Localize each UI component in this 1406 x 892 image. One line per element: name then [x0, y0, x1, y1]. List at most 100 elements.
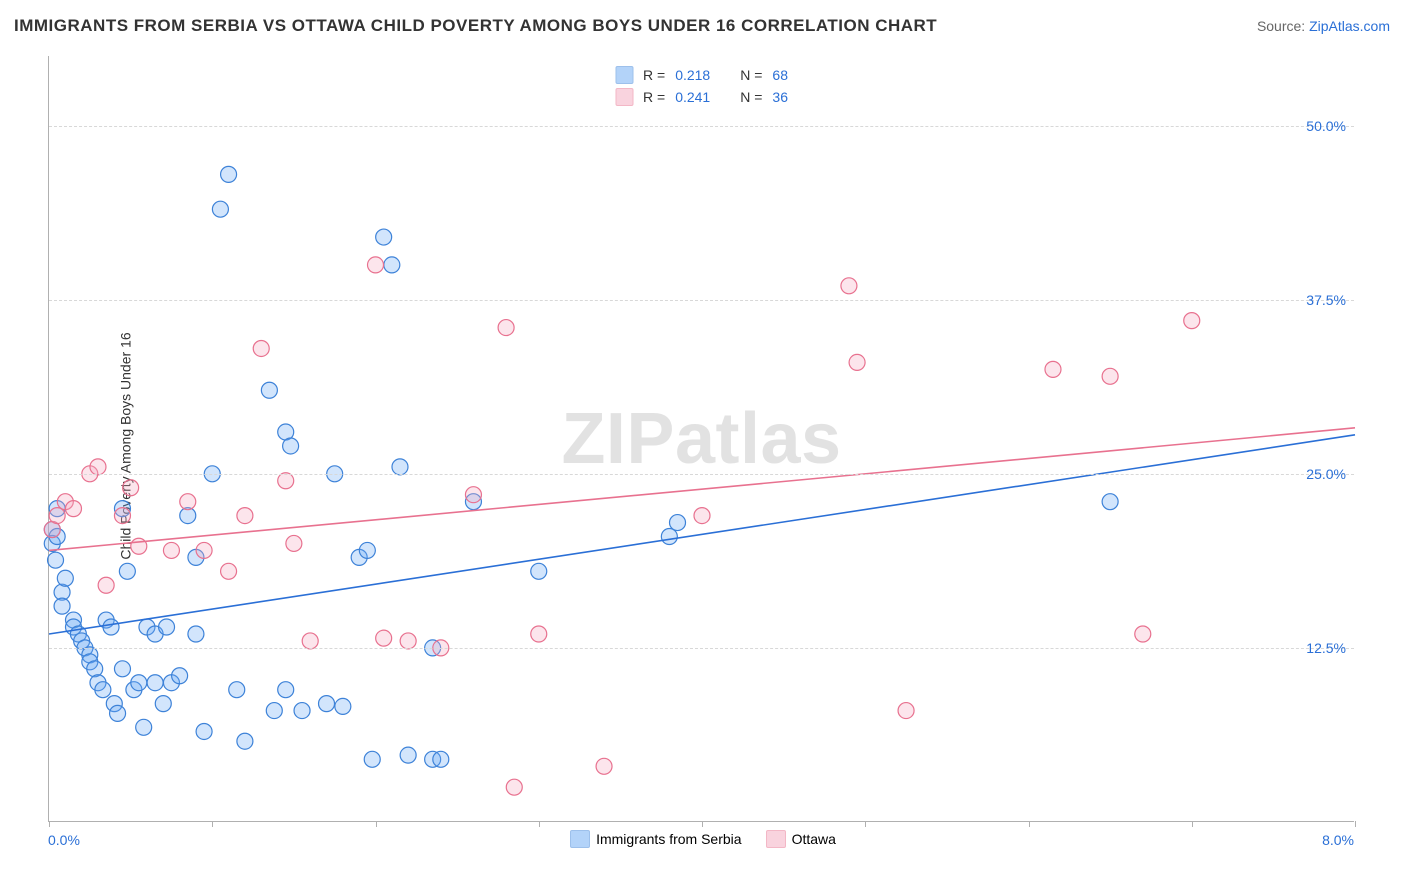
- data-point-ottawa: [1184, 313, 1200, 329]
- data-point-serbia: [48, 552, 64, 568]
- x-tick-mark: [1192, 821, 1193, 827]
- data-point-serbia: [119, 563, 135, 579]
- data-point-ottawa: [278, 473, 294, 489]
- data-point-serbia: [110, 705, 126, 721]
- x-tick-mark: [539, 821, 540, 827]
- swatch-icon: [570, 830, 590, 848]
- legend-item-ottawa: Ottawa: [766, 830, 836, 848]
- data-point-serbia: [114, 661, 130, 677]
- gridline: [49, 126, 1354, 127]
- data-point-ottawa: [253, 340, 269, 356]
- regression-line-ottawa: [49, 428, 1355, 551]
- data-point-ottawa: [506, 779, 522, 795]
- data-point-serbia: [261, 382, 277, 398]
- data-point-ottawa: [286, 535, 302, 551]
- data-point-serbia: [294, 703, 310, 719]
- data-point-ottawa: [1045, 361, 1061, 377]
- data-point-serbia: [531, 563, 547, 579]
- data-point-serbia: [95, 682, 111, 698]
- data-point-serbia: [229, 682, 245, 698]
- data-point-serbia: [335, 698, 351, 714]
- y-tick-label: 12.5%: [1306, 640, 1346, 656]
- data-point-serbia: [283, 438, 299, 454]
- data-point-serbia: [266, 703, 282, 719]
- data-point-ottawa: [114, 508, 130, 524]
- data-point-ottawa: [196, 542, 212, 558]
- data-point-ottawa: [49, 508, 65, 524]
- data-point-ottawa: [898, 703, 914, 719]
- data-point-ottawa: [596, 758, 612, 774]
- data-point-ottawa: [841, 278, 857, 294]
- data-point-serbia: [87, 661, 103, 677]
- plot-area: ZIPatlas R = 0.218N = 68R = 0.241N = 36 …: [48, 56, 1354, 822]
- gridline: [49, 474, 1354, 475]
- data-point-serbia: [384, 257, 400, 273]
- gridline: [49, 300, 1354, 301]
- x-tick-mark: [212, 821, 213, 827]
- data-point-ottawa: [1135, 626, 1151, 642]
- data-point-serbia: [1102, 494, 1118, 510]
- data-point-ottawa: [98, 577, 114, 593]
- y-tick-label: 50.0%: [1306, 118, 1346, 134]
- source-prefix: Source:: [1257, 18, 1309, 34]
- gridline: [49, 648, 1354, 649]
- data-point-serbia: [155, 696, 171, 712]
- y-tick-label: 37.5%: [1306, 292, 1346, 308]
- x-tick-mark: [49, 821, 50, 827]
- data-point-serbia: [661, 528, 677, 544]
- data-point-serbia: [237, 733, 253, 749]
- source-attribution: Source: ZipAtlas.com: [1257, 18, 1390, 34]
- data-point-serbia: [54, 598, 70, 614]
- chart-svg: [49, 56, 1354, 821]
- data-point-serbia: [400, 747, 416, 763]
- legend-label: Ottawa: [792, 831, 836, 847]
- data-point-ottawa: [163, 542, 179, 558]
- data-point-serbia: [212, 201, 228, 217]
- data-point-serbia: [136, 719, 152, 735]
- data-point-ottawa: [400, 633, 416, 649]
- data-point-serbia: [433, 751, 449, 767]
- swatch-icon: [766, 830, 786, 848]
- data-point-ottawa: [1102, 368, 1118, 384]
- x-tick-mark: [1029, 821, 1030, 827]
- data-point-ottawa: [302, 633, 318, 649]
- data-point-serbia: [319, 696, 335, 712]
- x-tick-mark: [865, 821, 866, 827]
- chart-title: IMMIGRANTS FROM SERBIA VS OTTAWA CHILD P…: [14, 16, 937, 36]
- data-point-ottawa: [465, 487, 481, 503]
- data-point-serbia: [159, 619, 175, 635]
- legend-label: Immigrants from Serbia: [596, 831, 741, 847]
- data-point-ottawa: [180, 494, 196, 510]
- data-point-ottawa: [90, 459, 106, 475]
- data-point-ottawa: [368, 257, 384, 273]
- data-point-serbia: [196, 723, 212, 739]
- x-tick-mark: [376, 821, 377, 827]
- data-point-serbia: [376, 229, 392, 245]
- data-point-ottawa: [376, 630, 392, 646]
- data-point-serbia: [172, 668, 188, 684]
- data-point-ottawa: [65, 501, 81, 517]
- data-point-serbia: [221, 166, 237, 182]
- data-point-ottawa: [849, 354, 865, 370]
- legend-item-serbia: Immigrants from Serbia: [570, 830, 741, 848]
- data-point-ottawa: [694, 508, 710, 524]
- x-tick-mark: [1355, 821, 1356, 827]
- data-point-ottawa: [123, 480, 139, 496]
- data-point-serbia: [670, 515, 686, 531]
- regression-line-serbia: [49, 435, 1355, 634]
- data-point-serbia: [57, 570, 73, 586]
- chart-container: IMMIGRANTS FROM SERBIA VS OTTAWA CHILD P…: [0, 0, 1406, 892]
- data-point-serbia: [278, 682, 294, 698]
- data-point-ottawa: [498, 320, 514, 336]
- source-link[interactable]: ZipAtlas.com: [1309, 18, 1390, 34]
- data-point-serbia: [131, 675, 147, 691]
- data-point-ottawa: [531, 626, 547, 642]
- data-point-serbia: [103, 619, 119, 635]
- data-point-ottawa: [221, 563, 237, 579]
- data-point-serbia: [392, 459, 408, 475]
- data-point-serbia: [364, 751, 380, 767]
- y-tick-label: 25.0%: [1306, 466, 1346, 482]
- data-point-ottawa: [131, 538, 147, 554]
- data-point-serbia: [147, 675, 163, 691]
- data-point-ottawa: [237, 508, 253, 524]
